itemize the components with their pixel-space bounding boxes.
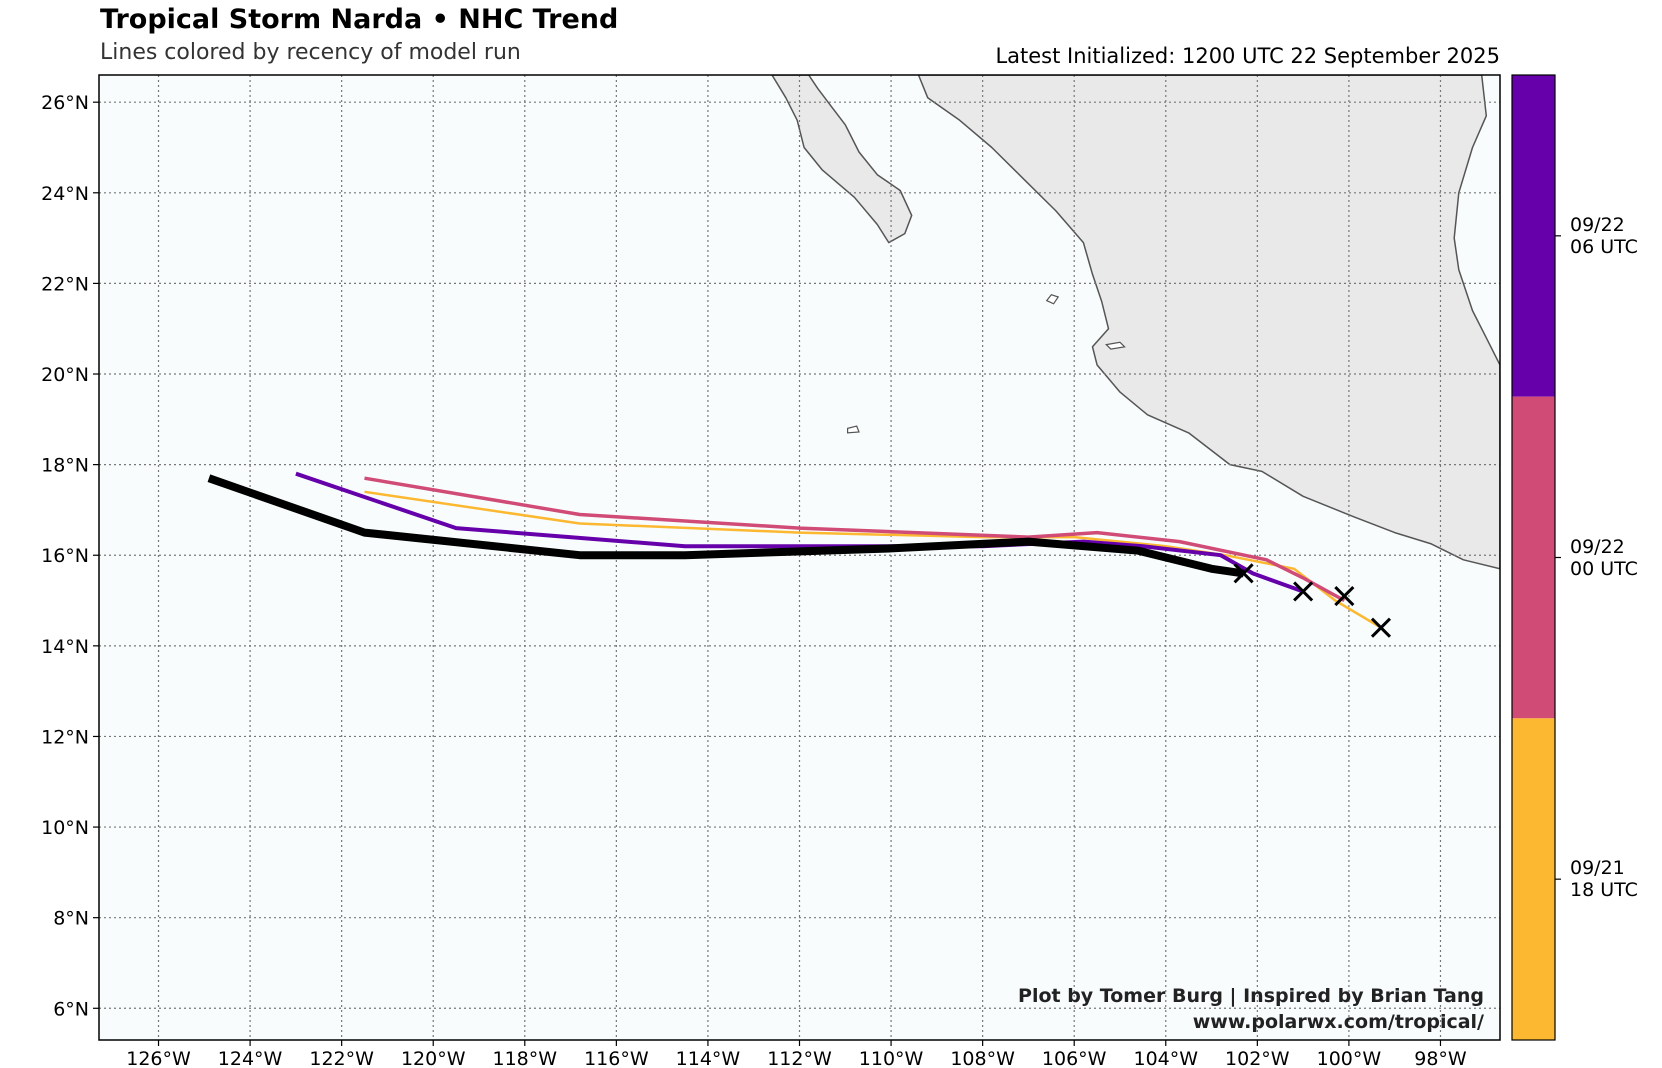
island <box>1105 341 1126 350</box>
colorbar-label-date: 09/22 <box>1570 213 1625 236</box>
tick-label-lon: 124°W <box>218 1048 283 1068</box>
initial-position-marker <box>1334 585 1355 607</box>
track-line <box>295 471 1304 594</box>
tick-label-lat: 10°N <box>41 817 89 839</box>
tick-label-lat: 6°N <box>53 998 89 1020</box>
land-polygon <box>771 75 913 244</box>
chart-title: Tropical Storm Narda • NHC Trend <box>100 4 619 35</box>
island <box>1045 293 1060 305</box>
colorbar-frame <box>1511 74 1556 1041</box>
tick-label-lat: 20°N <box>41 364 89 386</box>
colorbar-label-hour: 00 UTC <box>1570 557 1638 580</box>
tick-label-lon: 118°W <box>493 1048 558 1068</box>
tick-label-lon: 102°W <box>1225 1048 1290 1068</box>
colorbar-label: 09/21 18 UTC <box>1570 857 1638 901</box>
chart-subtitle: Lines colored by recency of model run <box>100 40 521 65</box>
tick-label-lat: 8°N <box>53 908 89 930</box>
colorbar-label-date: 09/22 <box>1570 535 1625 558</box>
track-line <box>207 474 1245 578</box>
tick-label-lat: 24°N <box>41 183 89 205</box>
tick-label-lon: 116°W <box>584 1048 649 1068</box>
tick-label-lon: 108°W <box>950 1048 1015 1068</box>
initial-position-marker <box>1233 563 1254 584</box>
latest-initialized-label: Latest Initialized: 1200 UTC 22 Septembe… <box>995 44 1500 68</box>
initial-position-marker <box>1293 581 1314 602</box>
colorbar-label: 09/22 06 UTC <box>1570 214 1638 258</box>
island <box>846 425 860 434</box>
tick-label-lon: 100°W <box>1317 1048 1382 1068</box>
colorbar-label-date: 09/21 <box>1570 857 1625 880</box>
tick-label-lat: 26°N <box>41 92 89 114</box>
tick-label-lon: 110°W <box>859 1048 924 1068</box>
colorbar-label-hour: 06 UTC <box>1570 235 1638 258</box>
tick-label-lon: 104°W <box>1133 1048 1198 1068</box>
colorbar-segment <box>1512 718 1555 1040</box>
tick-label-lat: 14°N <box>41 636 89 658</box>
colorbar-segment <box>1512 396 1555 719</box>
tick-label-lon: 126°W <box>126 1048 191 1068</box>
tick-label-lat: 22°N <box>41 273 89 295</box>
tick-label-lon: 114°W <box>676 1048 741 1068</box>
tick-label-lat: 12°N <box>41 726 89 748</box>
colorbar-label-hour: 18 UTC <box>1570 879 1638 902</box>
tick-label-lat: 18°N <box>41 455 89 477</box>
tick-label-lon: 112°W <box>767 1048 832 1068</box>
tick-label-lon: 122°W <box>309 1048 374 1068</box>
credit-author: Plot by Tomer Burg | Inspired by Brian T… <box>1018 985 1484 1007</box>
colorbar-label: 09/22 00 UTC <box>1570 536 1638 580</box>
track-line <box>364 476 1346 603</box>
tick-label-lon: 106°W <box>1042 1048 1107 1068</box>
land-polygon <box>917 75 1500 570</box>
tick-label-lon: 98°W <box>1414 1048 1467 1068</box>
initial-position-marker <box>1370 617 1392 638</box>
colorbar-segment <box>1512 75 1555 397</box>
tick-label-lat: 16°N <box>41 545 89 567</box>
credit-url: www.polarwx.com/tropical/ <box>1192 1011 1484 1033</box>
map-layers <box>99 75 1500 1040</box>
tick-label-lon: 120°W <box>401 1048 466 1068</box>
